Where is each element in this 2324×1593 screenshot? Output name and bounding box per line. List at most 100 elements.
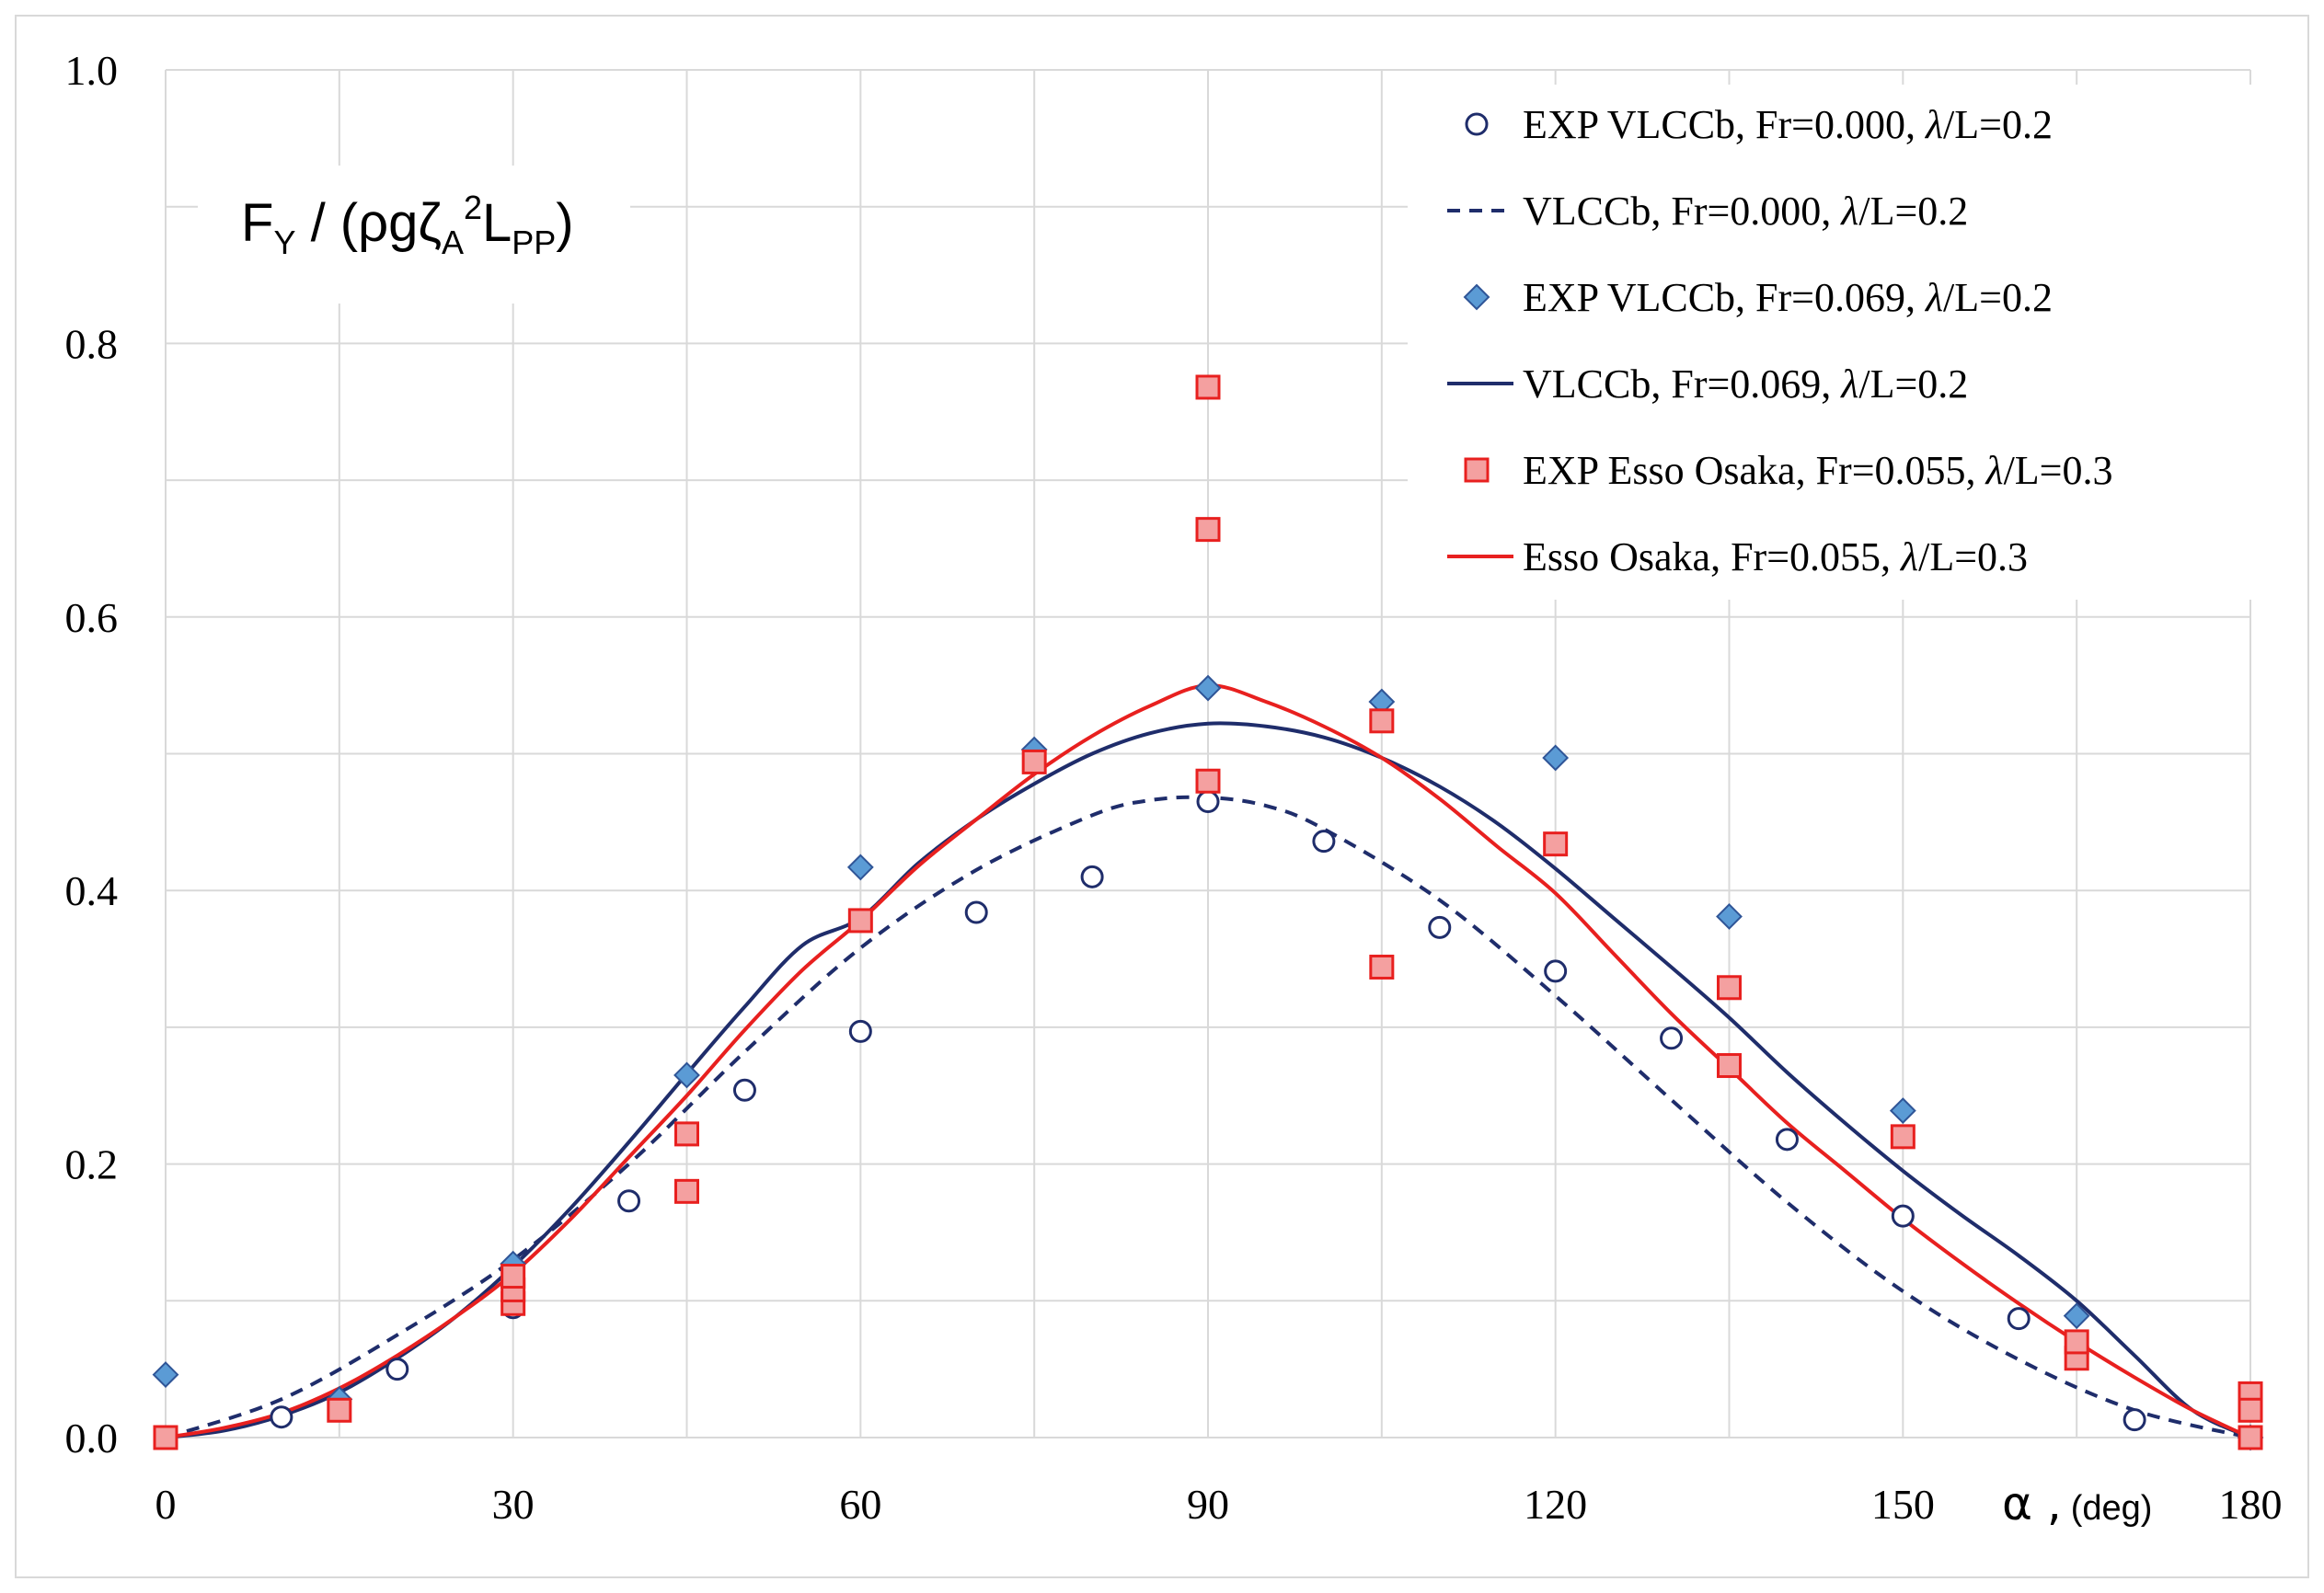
- y-tick-label: 0.8: [65, 320, 119, 367]
- data-point-series-5: [1195, 374, 1221, 400]
- legend-label-lambda: λ: [1985, 448, 2004, 493]
- ylabel-f: F: [241, 193, 273, 253]
- data-point-series-1: [732, 1078, 756, 1102]
- legend-marker-1: [1465, 112, 1489, 136]
- data-point-series-1: [1891, 1204, 1915, 1228]
- data-point-series-1: [270, 1405, 293, 1429]
- xlabel-background: [1983, 1470, 2194, 1543]
- ylabel-l: L: [482, 193, 512, 253]
- legend-label-suffix: /L=0.2: [1858, 361, 1968, 407]
- legend-label-3: EXP VLCCb, Fr=0.069, λ/L=0.2: [1523, 275, 2053, 320]
- data-point-series-1: [617, 1189, 641, 1213]
- ylabel-sub-y: Y: [273, 223, 295, 261]
- data-point-series-5: [674, 1121, 699, 1147]
- data-point-series-3: [1542, 744, 1570, 772]
- data-point-series-5: [1717, 1053, 1742, 1079]
- data-point-series-5: [847, 908, 873, 934]
- series-markers: [152, 374, 2264, 1451]
- y-tick-label: 0.6: [65, 594, 119, 641]
- x-tick-label: 30: [492, 1481, 535, 1528]
- data-point-series-1: [2007, 1307, 2031, 1331]
- data-point-series-1: [1312, 830, 1336, 854]
- ylabel-sub-pp: PP: [512, 223, 556, 261]
- ylabel-background: [198, 166, 630, 304]
- x-axis-symbol: α ,: [2002, 1477, 2062, 1530]
- data-point-series-1: [1196, 790, 1220, 814]
- data-point-series-1: [964, 900, 988, 924]
- x-tick-label: 150: [1871, 1481, 1935, 1528]
- data-point-series-5: [1890, 1124, 1916, 1150]
- data-point-series-5: [327, 1397, 352, 1423]
- data-point-series-3: [152, 1361, 179, 1389]
- x-tick-label: 90: [1187, 1481, 1229, 1528]
- x-tick-label: 180: [2219, 1481, 2283, 1528]
- data-point-series-5: [1195, 768, 1221, 794]
- legend-label-suffix: /L=0.2: [1943, 102, 2053, 147]
- data-point-series-1: [1775, 1128, 1799, 1152]
- data-point-series-1: [1660, 1026, 1684, 1050]
- x-tick-label: 120: [1524, 1481, 1587, 1528]
- data-point-series-5: [153, 1425, 178, 1450]
- x-tick-label: 60: [839, 1481, 881, 1528]
- legend-label-suffix: /L=0.3: [2004, 448, 2113, 493]
- legend-marker-3: [1463, 283, 1490, 311]
- y-axis-label: FY / (ρgζA2LPP): [241, 189, 574, 261]
- ylabel-mid: / (ρgζ: [295, 193, 441, 253]
- data-point-series-1: [1080, 865, 1104, 888]
- data-point-series-5: [500, 1264, 526, 1289]
- data-point-series-1: [1428, 915, 1452, 939]
- y-tick-label: 0.2: [65, 1141, 119, 1188]
- legend-label-name: EXP Esso Osaka, Fr=0.055,: [1523, 448, 1986, 493]
- data-point-series-5: [1195, 517, 1221, 543]
- data-point-series-3: [1889, 1097, 1916, 1125]
- data-point-series-5: [1717, 975, 1742, 1001]
- legend-label-lambda: λ: [1899, 534, 1918, 579]
- legend-label-2: VLCCb, Fr=0.000, λ/L=0.2: [1523, 189, 1968, 234]
- y-tick-label: 1.0: [65, 47, 119, 94]
- tick-labels: 0 30 60 90 120 150 180 0.0 0.2 0.4 0.6 0.8 1.0: [65, 47, 2283, 1528]
- data-point-series-1: [2123, 1408, 2146, 1432]
- data-point-series-5: [1369, 708, 1395, 734]
- legend-marker-5: [1464, 457, 1490, 483]
- data-point-series-1: [848, 1019, 872, 1043]
- data-point-series-5: [1369, 954, 1395, 980]
- data-point-series-3: [1716, 903, 1743, 930]
- legend-label-lambda: λ: [1839, 361, 1858, 407]
- data-point-series-1: [1544, 959, 1568, 983]
- data-point-series-5: [2238, 1397, 2263, 1423]
- data-point-series-3: [673, 1061, 700, 1089]
- x-tick-label: 0: [155, 1481, 177, 1528]
- ylabel-sup-2: 2: [464, 189, 482, 226]
- data-point-series-5: [2064, 1329, 2089, 1355]
- legend-label-suffix: /L=0.3: [1918, 534, 2028, 579]
- legend-label-suffix: /L=0.2: [1943, 275, 2053, 320]
- legend-label-lambda: λ: [1839, 189, 1858, 234]
- data-point-series-5: [1543, 831, 1569, 857]
- data-point-series-5: [2238, 1425, 2263, 1450]
- legend-label-1: EXP VLCCb, Fr=0.000, λ/L=0.2: [1523, 102, 2053, 147]
- legend-label-4: VLCCb, Fr=0.069, λ/L=0.2: [1523, 361, 1968, 407]
- legend-label-6: Esso Osaka, Fr=0.055, λ/L=0.3: [1523, 534, 2028, 579]
- data-point-series-3: [846, 854, 874, 881]
- legend-label-name: Esso Osaka, Fr=0.055,: [1523, 534, 1901, 579]
- legend-label-name: VLCCb, Fr=0.000,: [1523, 189, 1841, 234]
- data-point-series-5: [674, 1178, 699, 1204]
- x-axis-unit: (deg): [2071, 1489, 2153, 1528]
- data-point-series-3: [2063, 1302, 2090, 1330]
- legend-label-name: EXP VLCCb, Fr=0.000,: [1523, 102, 1926, 147]
- x-axis-label: α , (deg): [2002, 1477, 2152, 1530]
- legend-label-lambda: λ: [1924, 275, 1943, 320]
- y-tick-label: 0.4: [65, 867, 119, 914]
- y-tick-label: 0.0: [65, 1415, 119, 1461]
- legend-label-suffix: /L=0.2: [1858, 189, 1968, 234]
- data-point-series-3: [1194, 674, 1222, 702]
- ylabel-end: ): [556, 193, 573, 253]
- legend-label-name: VLCCb, Fr=0.069,: [1523, 361, 1841, 407]
- data-point-series-5: [1021, 749, 1047, 774]
- ylabel-sub-a: A: [442, 223, 464, 261]
- legend-label-lambda: λ: [1924, 102, 1943, 147]
- legend-background: [1408, 85, 2254, 600]
- data-point-series-1: [385, 1358, 409, 1381]
